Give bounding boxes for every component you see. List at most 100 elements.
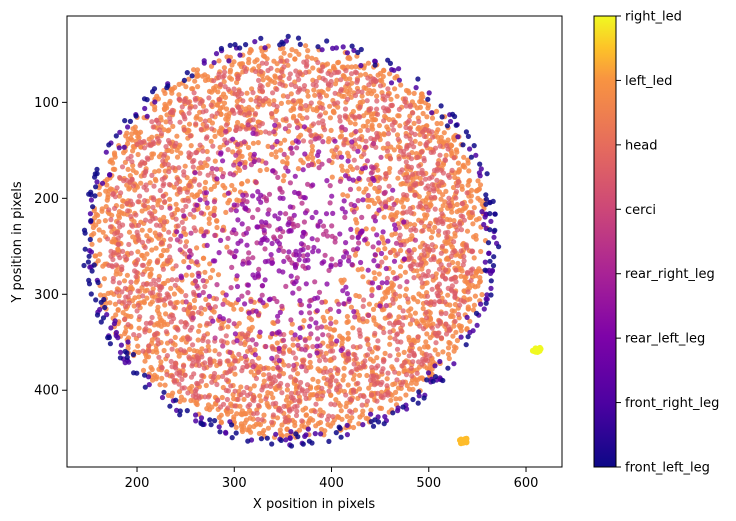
scatter-point (363, 138, 369, 144)
scatter-point (293, 431, 299, 437)
scatter-point (173, 300, 179, 306)
scatter-point (244, 384, 250, 391)
scatter-point (430, 359, 436, 365)
scatter-point (196, 395, 202, 401)
scatter-point (366, 301, 372, 307)
scatter-point (443, 321, 449, 327)
scatter-point (337, 425, 343, 431)
scatter-point (89, 241, 95, 247)
scatter-point (257, 329, 263, 335)
scatter-point (115, 241, 121, 247)
scatter-point (423, 141, 429, 147)
scatter-point (478, 248, 484, 255)
scatter-point (465, 133, 471, 139)
scatter-point (211, 208, 217, 214)
scatter-point (193, 73, 199, 79)
scatter-point (328, 127, 334, 133)
scatter-point (144, 155, 150, 161)
scatter-point (487, 227, 493, 233)
scatter-point (126, 229, 133, 235)
scatter-point (303, 395, 309, 402)
scatter-point (375, 263, 381, 269)
scatter-point (483, 196, 489, 202)
scatter-point (331, 355, 337, 361)
scatter-point (350, 177, 356, 183)
scatter-point (320, 223, 327, 229)
scatter-point (334, 385, 340, 391)
scatter-point (251, 398, 257, 404)
scatter-point (423, 351, 429, 357)
scatter-point (239, 293, 245, 299)
scatter-point (258, 398, 264, 404)
scatter-point (401, 192, 407, 198)
scatter-point (429, 325, 435, 331)
scatter-point (272, 73, 278, 79)
scatter-point (444, 123, 450, 129)
scatter-point (254, 224, 260, 230)
scatter-point (115, 307, 121, 313)
scatter-point (156, 154, 162, 160)
scatter-point (403, 159, 409, 165)
scatter-point (305, 426, 311, 432)
scatter-point (155, 341, 161, 347)
scatter-point (464, 269, 470, 276)
x-axis: 200 300 400 500 600 (125, 467, 538, 491)
scatter-point (366, 385, 372, 391)
scatter-point (301, 194, 307, 201)
scatter-point (387, 320, 393, 326)
scatter-point (202, 72, 208, 78)
scatter-point (400, 210, 407, 216)
scatter-point (300, 358, 306, 364)
scatter-point (364, 241, 371, 247)
scatter-point (297, 384, 303, 390)
scatter-point (108, 253, 114, 259)
scatter-point (288, 91, 294, 97)
scatter-point (107, 341, 113, 347)
scatter-point (416, 204, 422, 210)
scatter-point (191, 371, 197, 377)
scatter-point (181, 306, 187, 313)
scatter-point (235, 240, 241, 246)
scatter-point (280, 82, 286, 88)
scatter-point (81, 227, 88, 233)
scatter-point (464, 190, 470, 196)
scatter-point (315, 378, 321, 385)
scatter-point (145, 238, 151, 244)
scatter-point (93, 222, 99, 228)
scatter-point (357, 344, 363, 350)
scatter-point (451, 361, 457, 367)
scatter-point (491, 254, 497, 260)
scatter-point (125, 339, 131, 345)
scatter-point (409, 342, 415, 348)
scatter-point (211, 183, 218, 189)
scatter-point (245, 282, 251, 288)
scatter-point (107, 224, 114, 230)
scatter-point (133, 212, 139, 218)
scatter-point (225, 190, 231, 196)
scatter-point (397, 123, 403, 129)
scatter-point (251, 383, 257, 389)
scatter-point (105, 236, 111, 242)
scatter-point (115, 246, 121, 252)
scatter-point (192, 278, 198, 284)
scatter-point (368, 411, 374, 417)
scatter-point (183, 239, 190, 245)
scatter-point (377, 83, 384, 89)
scatter-point (213, 51, 220, 57)
scatter-point (156, 138, 162, 144)
scatter-point (149, 366, 155, 373)
scatter-point (187, 211, 193, 217)
scatter-point (229, 107, 235, 113)
scatter-point (309, 55, 315, 61)
scatter-point (332, 90, 338, 96)
scatter-point (299, 388, 305, 394)
scatter-point (211, 309, 217, 315)
scatter-point (482, 267, 488, 273)
scatter-point (262, 246, 268, 252)
scatter-point (180, 363, 187, 369)
scatter-point (122, 303, 129, 309)
scatter-point (178, 275, 185, 281)
scatter-point (378, 381, 384, 388)
scatter-point (202, 160, 208, 166)
scatter-point (396, 352, 402, 358)
